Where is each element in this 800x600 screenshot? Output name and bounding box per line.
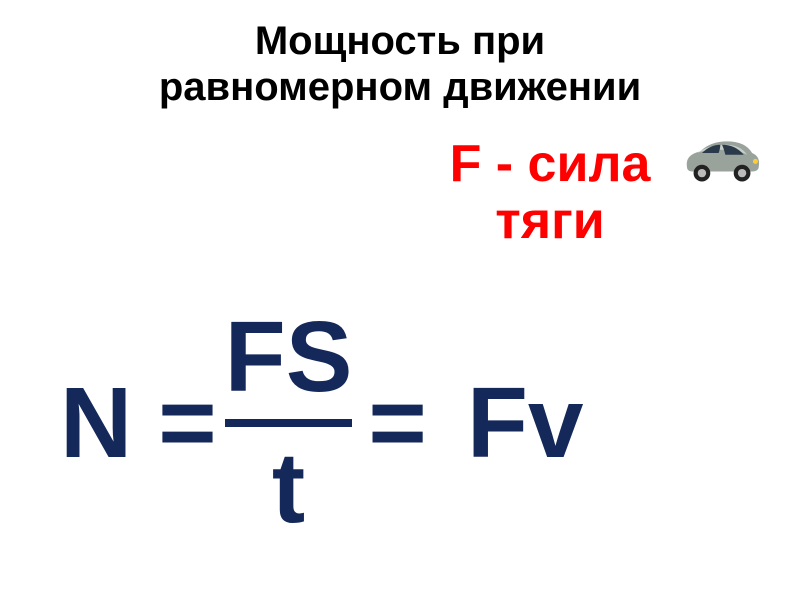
formula-fraction: FS t bbox=[225, 300, 353, 546]
force-definition-line1: F - сила bbox=[420, 136, 680, 193]
slide-title-line2: равномерном движении bbox=[0, 64, 800, 110]
slide-title-line1: Мощность при bbox=[0, 18, 800, 64]
formula-equals-1: = bbox=[158, 366, 216, 481]
formula-denominator: t bbox=[272, 431, 305, 546]
slide-title: Мощность при равномерном движении bbox=[0, 18, 800, 110]
formula-rhs: Fv bbox=[467, 366, 584, 481]
force-definition: F - сила тяги bbox=[420, 136, 680, 250]
power-formula: N = FS t = Fv bbox=[60, 300, 584, 546]
fraction-bar bbox=[225, 419, 353, 427]
formula-lhs: N bbox=[60, 366, 132, 481]
car-icon bbox=[680, 138, 764, 184]
car-headlight bbox=[753, 159, 758, 164]
formula-equals-2: = bbox=[368, 366, 426, 481]
formula-numerator: FS bbox=[225, 300, 353, 415]
force-definition-line2: тяги bbox=[420, 193, 680, 250]
car-wheel-rear-rim bbox=[698, 169, 706, 177]
car-wheel-front-rim bbox=[738, 169, 746, 177]
